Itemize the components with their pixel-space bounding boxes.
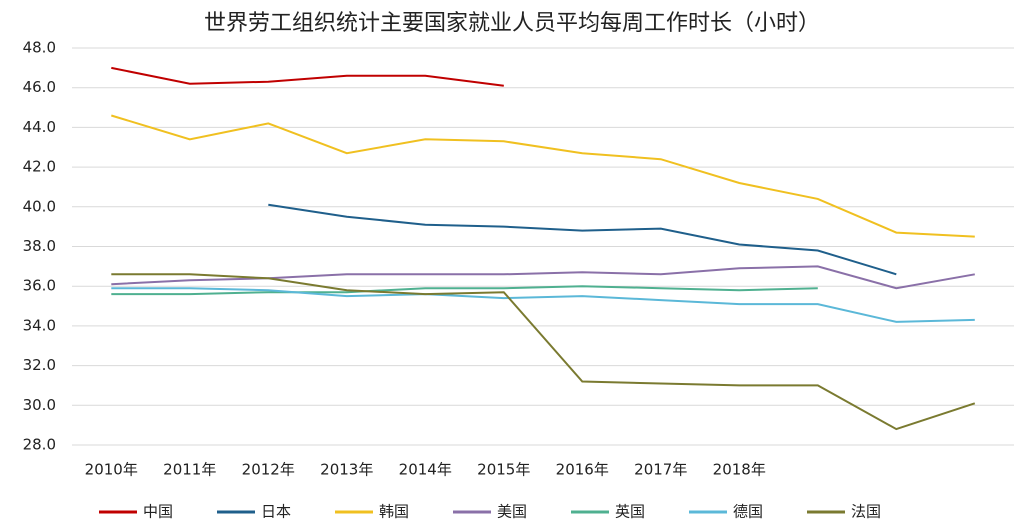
x-tick-label: 2012年 bbox=[242, 461, 295, 479]
y-tick-label: 46.0 bbox=[23, 78, 56, 96]
y-tick-label: 36.0 bbox=[23, 277, 56, 295]
chart-title: 世界劳工组织统计主要国家就业人员平均每周工作时长（小时） bbox=[204, 11, 820, 36]
legend-label: 韩国 bbox=[379, 503, 409, 521]
series-line bbox=[111, 287, 975, 323]
y-tick-label: 42.0 bbox=[23, 158, 56, 176]
y-tick-label: 40.0 bbox=[23, 197, 56, 215]
x-tick-label: 2018年 bbox=[713, 461, 766, 479]
x-tick-label: 2013年 bbox=[320, 461, 373, 479]
y-tick-label: 48.0 bbox=[23, 39, 56, 57]
y-tick-label: 38.0 bbox=[23, 237, 56, 255]
legend-label: 法国 bbox=[851, 503, 881, 521]
x-tick-label: 2011年 bbox=[163, 461, 216, 479]
y-tick-label: 30.0 bbox=[23, 396, 56, 414]
x-tick-label: 2010年 bbox=[85, 461, 138, 479]
series-line bbox=[111, 273, 976, 431]
y-tick-label: 28.0 bbox=[23, 436, 56, 454]
x-tick-label: 2017年 bbox=[634, 461, 687, 479]
series-line bbox=[111, 66, 504, 87]
x-tick-label: 2016年 bbox=[556, 461, 609, 479]
y-tick-label: 44.0 bbox=[23, 118, 56, 136]
x-tick-label: 2015年 bbox=[477, 461, 530, 479]
legend-label: 英国 bbox=[615, 503, 645, 521]
legend-label: 中国 bbox=[143, 503, 173, 521]
series-line bbox=[111, 285, 818, 296]
y-tick-label: 32.0 bbox=[23, 356, 56, 374]
legend-label: 日本 bbox=[261, 503, 291, 521]
series-line bbox=[268, 203, 897, 276]
y-tick-label: 34.0 bbox=[23, 316, 56, 334]
legend-label: 德国 bbox=[733, 503, 763, 521]
x-tick-label: 2014年 bbox=[399, 461, 452, 479]
series-line bbox=[111, 114, 975, 238]
legend-label: 美国 bbox=[497, 503, 527, 521]
